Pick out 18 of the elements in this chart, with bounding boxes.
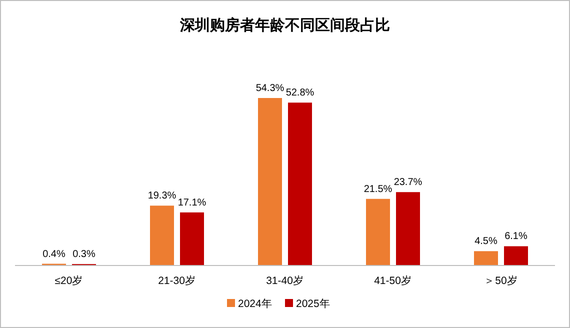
data-label: 52.8% (286, 88, 314, 99)
legend-label: 2025年 (296, 298, 330, 310)
x-tick-label: ≤20岁 (54, 275, 84, 287)
data-label: 4.5% (474, 236, 498, 248)
data-label: 0.4% (42, 248, 66, 260)
data-label: 0.3% (72, 249, 96, 260)
x-tick-label: ＞50岁 (484, 275, 518, 287)
x-tick-label: 31-40岁 (266, 275, 304, 287)
legend-label: 2024年 (238, 298, 272, 310)
data-label: 6.1% (504, 231, 528, 242)
data-label: 54.3% (256, 83, 284, 94)
x-tick-label: 41-50岁 (374, 275, 412, 287)
data-label: 23.7% (394, 177, 422, 188)
data-label: 21.5% (364, 184, 392, 195)
chart-title: 深圳购房者年龄不同区间段占比 (179, 16, 390, 34)
data-label: 17.1% (178, 197, 206, 208)
x-tick-label: 21-30岁 (158, 275, 196, 287)
data-label: 19.3% (148, 190, 176, 202)
